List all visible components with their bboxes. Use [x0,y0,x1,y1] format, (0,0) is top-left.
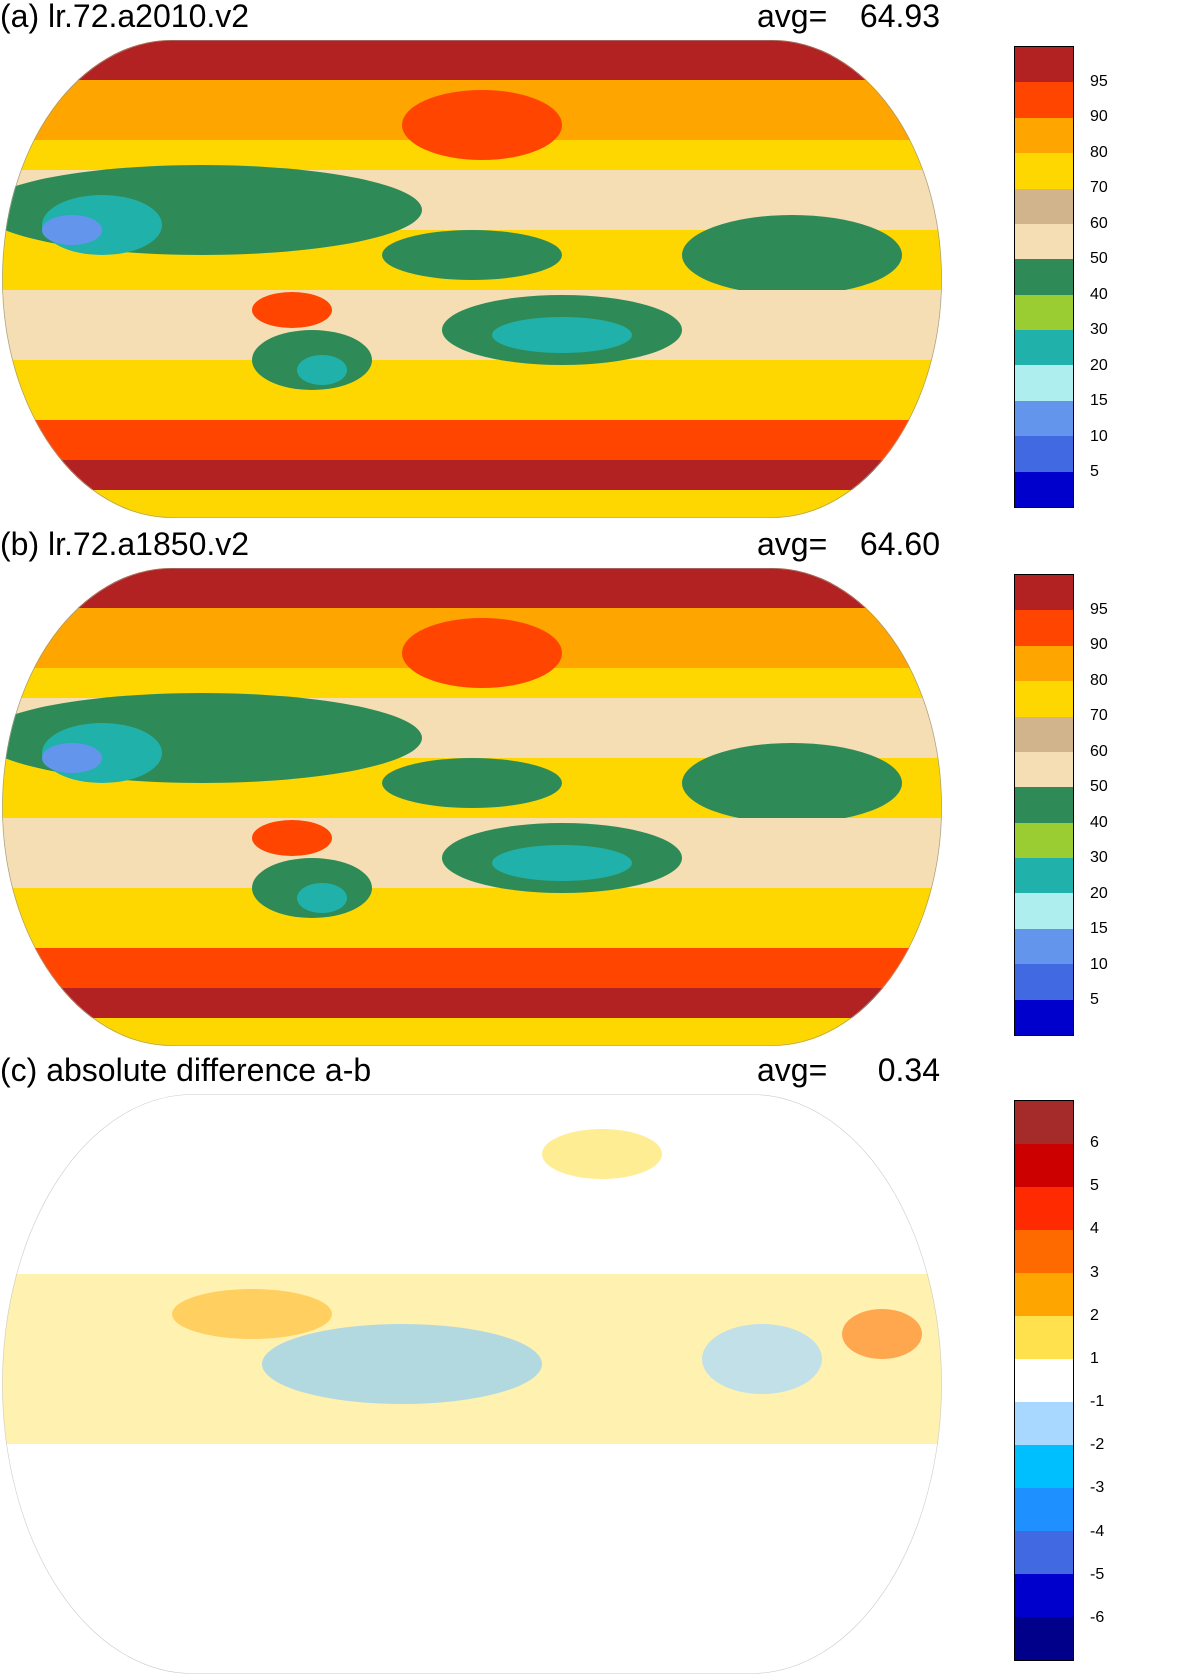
colorbar-swatch [1015,117,1073,154]
colorbar-swatch [1015,751,1073,788]
colorbar-tick: 2 [1090,1307,1099,1324]
colorbar-swatch [1015,259,1073,295]
field-map [2,40,942,518]
colorbar-swatch [1015,928,1073,965]
colorbar-tick: -2 [1090,1436,1105,1453]
colorbar-tick: 30 [1090,849,1108,866]
avg-value: 64.93 [859,0,940,34]
colorbar-swatch [1015,1273,1073,1316]
colorbar-tick: 70 [1090,707,1108,724]
colorbar-swatch [1015,153,1073,189]
colorbar-swatch [1015,1617,1073,1660]
colorbar-tick: 1 [1090,1350,1099,1367]
colorbar-swatch [1015,400,1073,437]
colorbar-swatch [1015,610,1073,646]
colorbar-tick: -5 [1090,1566,1105,1583]
colorbar-swatch [1015,47,1073,83]
colorbar-swatch [1015,893,1073,929]
colorbar-swatch [1015,1531,1073,1574]
avg-label: avg= [757,526,828,562]
colorbar-tick: 90 [1090,636,1108,653]
colorbar-tick: 60 [1090,743,1108,760]
colorbar-tick: 10 [1090,428,1108,445]
colorbar-swatch [1015,436,1073,472]
colorbar-tick: 15 [1090,392,1108,409]
panel-title: (c) absolute difference a-b [0,1052,372,1088]
colorbar-tick: -1 [1090,1393,1105,1410]
colorbar [1014,574,1074,1036]
colorbar-tick: 90 [1090,108,1108,125]
panel-title: (b) lr.72.a1850.v2 [0,526,250,562]
colorbar-tick: 3 [1090,1264,1099,1281]
colorbar-swatch [1015,330,1073,366]
avg-value: 64.60 [859,526,940,562]
colorbar-swatch [1015,858,1073,894]
colorbar-swatch [1015,1359,1073,1402]
field-map [2,568,942,1046]
colorbar-tick: 15 [1090,920,1108,937]
colorbar-tick: 50 [1090,778,1108,795]
colorbar-swatch [1015,1187,1073,1230]
panel-b: (b) lr.72.a1850.v2 avg= 64.60 [0,526,1183,1048]
colorbar-tick: 50 [1090,250,1108,267]
colorbar-tick: -4 [1090,1523,1105,1540]
avg-label: avg= [757,1052,828,1088]
colorbar-swatch [1015,1316,1073,1359]
colorbar-tick: 95 [1090,73,1108,90]
colorbar-tick: 5 [1090,1177,1099,1194]
colorbar-swatch [1015,787,1073,823]
colorbar-tick: 80 [1090,672,1108,689]
colorbar-tick: 40 [1090,286,1108,303]
panel-title: (a) lr.72.a2010.v2 [0,0,250,34]
colorbar [1014,46,1074,508]
colorbar-swatch [1015,1445,1073,1488]
colorbar-tick: -6 [1090,1609,1105,1626]
colorbar-swatch [1015,645,1073,682]
colorbar-tick: 5 [1090,463,1099,480]
colorbar-swatch [1015,365,1073,401]
colorbar-tick: 5 [1090,991,1099,1008]
colorbar-swatch [1015,1101,1073,1144]
avg-value: 0.34 [877,1052,940,1088]
colorbar-swatch [1015,999,1073,1035]
colorbar [1014,1100,1074,1661]
avg-label: avg= [757,0,828,34]
colorbar-tick: 95 [1090,601,1108,618]
colorbar-swatch [1015,1402,1073,1445]
colorbar-tick: 6 [1090,1134,1099,1151]
colorbar-swatch [1015,471,1073,507]
colorbar-tick: 60 [1090,215,1108,232]
colorbar-swatch [1015,1144,1073,1187]
colorbar-swatch [1015,575,1073,611]
colorbar-swatch [1015,1230,1073,1273]
colorbar-swatch [1015,82,1073,118]
colorbar-swatch [1015,1488,1073,1531]
colorbar-tick: 30 [1090,321,1108,338]
colorbar-tick: 20 [1090,885,1108,902]
colorbar-tick: 70 [1090,179,1108,196]
colorbar-swatch [1015,223,1073,260]
colorbar-swatch [1015,716,1073,752]
colorbar-tick: 80 [1090,144,1108,161]
panel-c: (c) absolute difference a-b avg= 0.34 6 … [0,1052,1183,1677]
colorbar-tick: 40 [1090,814,1108,831]
colorbar-swatch [1015,188,1073,224]
colorbar-swatch [1015,964,1073,1000]
panel-a: (a) lr.72.a2010.v2 avg= 64.93 [0,0,1183,520]
colorbar-swatch [1015,681,1073,717]
colorbar-tick: 10 [1090,956,1108,973]
colorbar-tick: 4 [1090,1220,1099,1237]
colorbar-tick: -3 [1090,1479,1105,1496]
difference-map [2,1094,942,1674]
colorbar-swatch [1015,822,1073,858]
colorbar-tick: 20 [1090,357,1108,374]
colorbar-swatch [1015,294,1073,330]
colorbar-swatch [1015,1574,1073,1617]
